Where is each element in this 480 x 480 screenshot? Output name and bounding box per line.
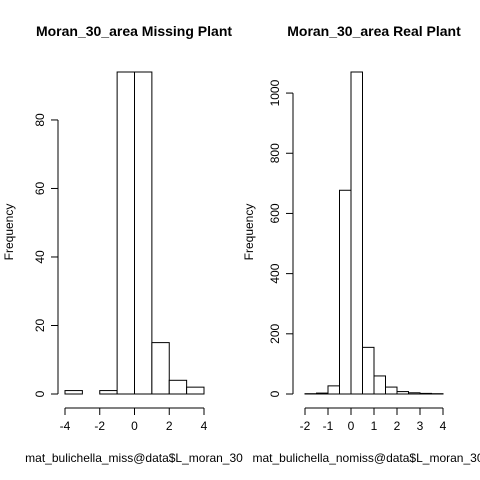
x-tick-label: 2 (166, 419, 173, 433)
x-tick-label: 4 (201, 419, 208, 433)
x-axis-label: mat_bulichella_miss@data$L_moran_30 (25, 451, 243, 465)
y-tick-label: 600 (268, 203, 282, 223)
chart-title: Moran_30_area Real Plant (287, 23, 461, 39)
x-tick-label: -2 (94, 419, 105, 433)
y-tick-label: 0 (268, 390, 282, 397)
y-tick-label: 200 (268, 323, 282, 343)
histogram-panel-real: Moran_30_area Real Plant mat_bulichella_… (242, 23, 480, 465)
histogram-bar (99, 390, 118, 395)
y-tick-label: 800 (268, 143, 282, 163)
histogram-bar (151, 342, 170, 395)
y-tick-label: 400 (268, 263, 282, 283)
histogram-bar (339, 189, 352, 395)
histogram-bar (186, 386, 205, 395)
y-tick-label: 20 (33, 318, 47, 332)
histogram-bar (327, 385, 340, 395)
histogram-bar (385, 386, 398, 395)
y-tick-label: 0 (33, 390, 47, 397)
y-tick-label: 40 (33, 250, 47, 264)
histogram-bar (396, 391, 409, 395)
x-tick-label: 1 (371, 419, 378, 433)
histogram-bar (64, 390, 83, 395)
x-tick-label: 0 (131, 419, 138, 433)
histogram-bar (168, 379, 188, 395)
y-tick-label: 1000 (268, 79, 282, 106)
y-axis-label: Frequency (2, 204, 16, 261)
histogram-bar (408, 392, 421, 395)
histogram-panel-missing: Moran_30_area Missing Plant mat_bulichel… (2, 23, 243, 465)
x-tick-label: 4 (440, 419, 447, 433)
x-tick-label: 2 (394, 419, 401, 433)
chart-title: Moran_30_area Missing Plant (36, 23, 232, 39)
y-tick-label: 60 (33, 181, 47, 195)
histogram-bar (316, 392, 329, 395)
x-tick-label: -4 (60, 419, 71, 433)
x-axis-label: mat_bulichella_nomiss@data$L_moran_30 (253, 451, 480, 465)
histogram-bar (373, 375, 386, 395)
x-tick-label: 0 (348, 419, 355, 433)
histogram-bar (116, 71, 135, 395)
y-tick-label: 80 (33, 113, 47, 127)
x-tick-label: 3 (417, 419, 424, 433)
histogram-bar (419, 392, 432, 395)
histogram-bar (134, 71, 153, 395)
y-axis-label: Frequency (242, 204, 256, 261)
x-tick-label: -1 (323, 419, 334, 433)
histogram-bar (362, 346, 375, 395)
histogram-bar (350, 71, 363, 395)
x-tick-label: -2 (300, 419, 311, 433)
